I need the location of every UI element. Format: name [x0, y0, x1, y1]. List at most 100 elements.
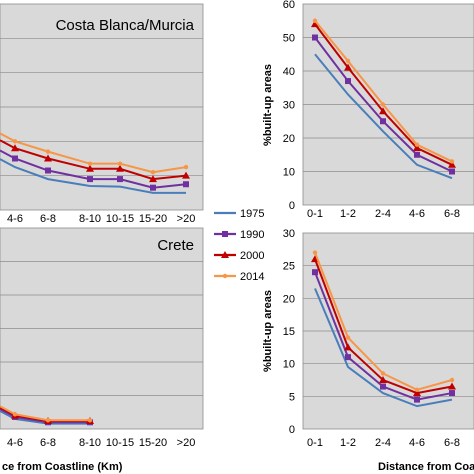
data-point-1990: [312, 34, 318, 41]
data-point-1990: [345, 78, 351, 85]
legend-entry-2000: 2000: [214, 250, 264, 262]
x-tick-label: 6-8: [444, 208, 460, 220]
data-point-2014: [380, 102, 386, 107]
data-point-1990: [414, 151, 420, 158]
y-tick-label: 30: [283, 228, 295, 240]
data-point-2014: [45, 149, 51, 154]
data-point-1990: [312, 269, 318, 276]
y-tick-label: 20: [283, 293, 295, 305]
data-point-2014: [117, 161, 123, 166]
data-point-2000: [379, 107, 387, 115]
series-tl: [0, 132, 190, 194]
legend-label: 2000: [240, 250, 264, 262]
data-point-2014: [345, 335, 351, 340]
y-tick-label: 60: [283, 0, 295, 11]
y-tick-label: 5: [289, 391, 295, 403]
data-point-1990: [380, 383, 386, 390]
data-point-1990: [183, 181, 189, 188]
series-bl: [0, 405, 94, 426]
data-point-2000: [116, 164, 124, 172]
x-tick-label: 15-20: [139, 213, 167, 225]
x-tick-label: 1-2: [340, 208, 356, 220]
x-tick-label: 2-4: [375, 208, 391, 220]
series-line-1975: [0, 410, 90, 425]
y-tick-label: 25: [283, 261, 295, 273]
data-point-2000: [379, 376, 387, 383]
x-tick-label: 8-10: [79, 213, 101, 225]
panel-costa-blanca-murcia: Costa Blanca/Murcia 4-6 6-8 8-10 10-15 15-20…: [0, 3, 204, 225]
data-point-1990: [45, 167, 51, 174]
x-tick-label: 4-6: [7, 437, 23, 449]
data-point-2014: [312, 250, 318, 255]
x-tick-label: 2-4: [375, 437, 391, 449]
x-tick-label: 6-8: [40, 437, 56, 449]
y-ticks-br: 0 5 10 15 20 25 30: [283, 228, 295, 436]
legend: 1975 1990 2000 2014: [214, 208, 264, 283]
x-tick-label: 15-20: [139, 437, 167, 449]
x-tick-label: 8-10: [79, 437, 101, 449]
x-tick-label: >20: [177, 437, 196, 449]
y-tick-label: 0: [289, 200, 295, 212]
data-point-1990: [12, 155, 18, 162]
data-point-2014: [45, 418, 51, 423]
data-point-1990: [345, 354, 351, 361]
x-tick-label: 4-6: [409, 208, 425, 220]
legend-entry-1990: 1990: [214, 229, 264, 241]
legend-marker: [222, 273, 228, 279]
x-tick-label: >20: [177, 213, 196, 225]
data-point-2000: [413, 389, 421, 397]
y-tick-label: 50: [283, 33, 295, 45]
data-point-1990: [380, 118, 386, 125]
series-tr: [311, 18, 456, 180]
legend-label: 1975: [240, 208, 264, 220]
x-tick-label: 0-1: [307, 208, 323, 220]
data-point-2014: [449, 377, 455, 383]
x-tick-label: 4-6: [409, 437, 425, 449]
data-point-2014: [150, 170, 156, 175]
series-line-1975: [0, 158, 186, 194]
y-ticks-tr: 0 10 20 30 40 50 60: [283, 0, 295, 212]
legend-label: 1990: [240, 229, 264, 241]
grid-br: [303, 265, 474, 397]
data-point-2000: [86, 164, 94, 172]
y-tick-label: 10: [283, 359, 295, 371]
data-point-2000: [448, 160, 456, 168]
y-axis-label-tr: %built-up areas: [262, 64, 274, 146]
legend-marker: [222, 231, 228, 237]
x-ticks-br: 0-1 1-2 2-4 4-6 6-8: [307, 437, 460, 449]
x-ticks-tl: 4-6 6-8 8-10 10-15 15-20 >20: [7, 213, 195, 225]
data-point-2000: [413, 144, 421, 152]
data-point-2000: [311, 20, 319, 28]
legend-label: 2014: [240, 271, 264, 283]
data-point-2014: [414, 387, 420, 392]
data-point-2014: [380, 371, 386, 376]
data-point-2000: [448, 382, 456, 390]
data-point-2000: [182, 171, 190, 179]
series-line-1990: [0, 408, 90, 424]
x-tick-label: 6-8: [40, 213, 56, 225]
data-point-2000: [11, 144, 19, 152]
legend-entry-2014: 2014: [214, 271, 264, 283]
x-tick-label: 10-15: [106, 213, 134, 225]
data-point-2014: [312, 18, 318, 23]
x-tick-label: 10-15: [106, 437, 134, 449]
x-axis-label-br: Distance from Coas: [378, 461, 474, 473]
x-tick-label: 4-6: [7, 213, 23, 225]
y-tick-label: 10: [283, 167, 295, 179]
grid-tl: [0, 37, 203, 177]
y-tick-label: 0: [289, 424, 295, 436]
x-axis-label-bl: ce from Coastline (Km): [2, 461, 123, 473]
y-tick-label: 15: [283, 326, 295, 338]
x-tick-label: 0-1: [307, 437, 323, 449]
x-ticks-bl: 4-6 6-8 8-10 10-15 15-20 >20: [7, 437, 195, 449]
grid-bl: [0, 261, 203, 396]
y-tick-label: 40: [283, 66, 295, 78]
data-point-2014: [345, 58, 351, 64]
data-point-1990: [117, 176, 123, 183]
data-point-1990: [414, 396, 420, 403]
y-axis-label-br: %built-up areas: [262, 290, 274, 372]
data-point-2014: [414, 142, 420, 147]
series-line-2014: [0, 405, 90, 422]
data-point-1990: [449, 168, 455, 175]
